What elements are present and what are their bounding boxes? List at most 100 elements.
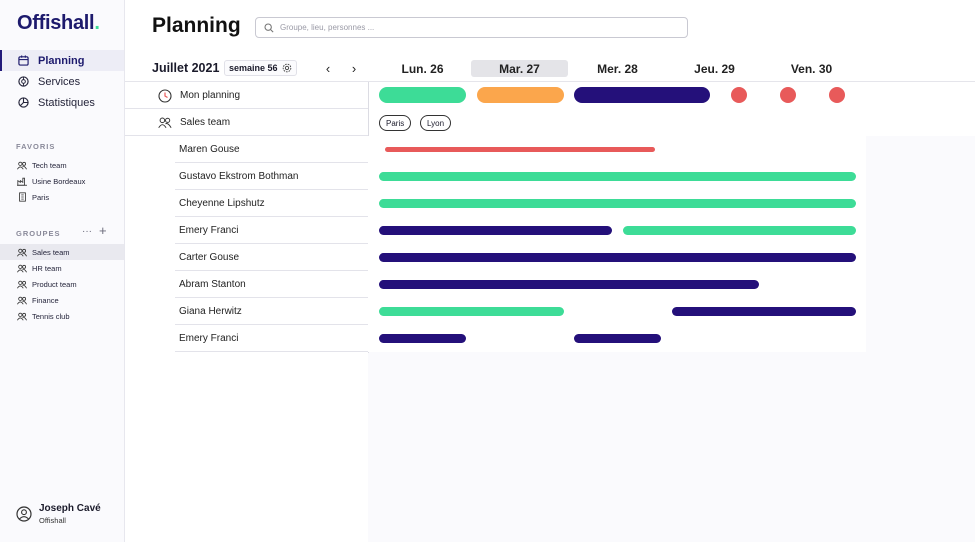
row-mon-planning: Mon planning: [125, 82, 975, 109]
nav-label: Services: [38, 75, 81, 88]
groupes-title: GROUPES: [16, 229, 61, 238]
presence-bar[interactable]: [574, 334, 661, 343]
sales-team-label-wrap: Sales team: [158, 109, 230, 136]
logo-dot: .: [94, 12, 100, 34]
row-sales-team: Sales team Paris Lyon: [125, 109, 975, 136]
day-header-fri: Ven. 30: [790, 61, 833, 76]
person-name[interactable]: Emery Franci: [179, 225, 239, 236]
person-name[interactable]: Maren Gouse: [179, 144, 240, 155]
day-header-tue: Mar. 27: [471, 60, 568, 77]
favori-label: Tech team: [32, 160, 67, 170]
person-row: Maren Gouse: [175, 136, 866, 163]
nav-item-planning[interactable]: Planning: [0, 50, 124, 71]
absence-dot-thu-am[interactable]: [731, 87, 747, 103]
person-row: Emery Franci: [175, 217, 866, 244]
building-icon: [17, 192, 27, 202]
settings-icon[interactable]: [282, 63, 292, 73]
next-week-button[interactable]: ›: [351, 60, 357, 76]
favori-item-tech-team[interactable]: Tech team: [0, 157, 124, 173]
more-icon[interactable]: ···: [82, 226, 92, 237]
logo-text: Offishall: [17, 12, 95, 34]
group-item-tennis-club[interactable]: Tennis club: [0, 308, 124, 324]
day-header-thu: Jeu. 29: [694, 61, 735, 76]
row-cells: [368, 298, 866, 325]
presence-bar[interactable]: [379, 226, 612, 235]
favori-item-usine-bordeaux[interactable]: Usine Bordeaux: [0, 173, 124, 189]
person-name[interactable]: Abram Stanton: [179, 279, 246, 290]
row-cells: [368, 190, 866, 217]
group-item-product-team[interactable]: Product team: [0, 276, 124, 292]
favoris-title: FAVORIS: [16, 142, 56, 151]
presence-bar[interactable]: [379, 334, 466, 343]
row-cells: Paris Lyon: [368, 109, 975, 136]
nav-label: Statistiques: [38, 96, 95, 109]
clock-icon: [158, 88, 172, 103]
person-name[interactable]: Giana Herwitz: [179, 306, 242, 317]
person-row: Cheyenne Lipshutz: [175, 190, 866, 217]
month-label: Juillet 2021: [152, 61, 220, 75]
group-label: Sales team: [32, 247, 70, 257]
presence-bar[interactable]: [379, 172, 856, 181]
nav-item-statistiques[interactable]: Statistiques: [0, 92, 124, 113]
stats-icon: [17, 97, 29, 109]
presence-bar[interactable]: [379, 199, 856, 208]
favori-label: Paris: [32, 192, 50, 202]
group-icon: [158, 116, 172, 130]
nav-item-services[interactable]: Services: [0, 71, 124, 92]
person-row: Emery Franci: [175, 325, 866, 352]
person-name[interactable]: Emery Franci: [179, 333, 239, 344]
user-name: Joseph Cavé: [39, 503, 101, 514]
user-avatar-icon: [16, 506, 32, 522]
day-header-wed: Mer. 28: [597, 61, 638, 76]
presence-bar[interactable]: [379, 253, 856, 262]
location-tag-paris[interactable]: Paris: [379, 115, 412, 131]
row-cells: [368, 325, 866, 352]
person-row: Giana Herwitz: [175, 298, 866, 325]
absence-dot-thu-pm[interactable]: [780, 87, 796, 103]
person-name[interactable]: Gustavo Ekstrom Bothman: [179, 171, 299, 182]
user-profile[interactable]: Joseph Cavé Offishall: [16, 503, 101, 525]
presence-bar-tue[interactable]: [477, 87, 564, 103]
week-badge[interactable]: semaine 56: [224, 60, 297, 76]
row-cells: [368, 82, 975, 109]
user-org: Offishall: [39, 516, 66, 525]
group-label: Product team: [32, 279, 77, 289]
group-item-finance[interactable]: Finance: [0, 292, 124, 308]
group-item-sales-team[interactable]: Sales team: [0, 244, 124, 260]
services-icon: [17, 76, 29, 88]
app-logo[interactable]: Offishall.: [17, 12, 100, 35]
person-name[interactable]: Carter Gouse: [179, 252, 240, 263]
prev-week-button[interactable]: ‹: [325, 60, 331, 76]
absence-bar[interactable]: [385, 147, 655, 152]
row-cells: [368, 136, 866, 163]
search-icon: [264, 22, 274, 33]
group-label: Finance: [32, 295, 59, 305]
person-row: Carter Gouse: [175, 244, 866, 271]
absence-dot-fri[interactable]: [829, 87, 845, 103]
group-item-hr-team[interactable]: HR team: [0, 260, 124, 276]
person-row: Abram Stanton: [175, 271, 866, 298]
add-group-icon[interactable]: +: [99, 223, 107, 238]
nav-label: Planning: [38, 54, 85, 67]
group-actions: ··· +: [82, 223, 107, 238]
search-box[interactable]: [255, 17, 688, 38]
person-name[interactable]: Cheyenne Lipshutz: [179, 198, 265, 209]
favori-label: Usine Bordeaux: [32, 176, 86, 186]
presence-bar[interactable]: [379, 307, 564, 316]
presence-bar[interactable]: [623, 226, 856, 235]
group-icon: [17, 160, 27, 170]
day-header-mon: Lun. 26: [401, 61, 444, 76]
presence-bar-wed[interactable]: [574, 87, 710, 103]
group-icon: [17, 263, 27, 273]
group-icon: [17, 247, 27, 257]
search-input[interactable]: [280, 23, 660, 32]
favori-item-paris[interactable]: Paris: [0, 189, 124, 205]
row-cells: [368, 163, 866, 190]
factory-icon: [17, 176, 27, 186]
presence-bar[interactable]: [379, 280, 759, 289]
location-tag-lyon[interactable]: Lyon: [420, 115, 452, 131]
presence-bar-mon[interactable]: [379, 87, 466, 103]
page-title: Planning: [152, 14, 241, 37]
presence-bar[interactable]: [672, 307, 856, 316]
mon-planning-label-wrap: Mon planning: [158, 82, 240, 109]
